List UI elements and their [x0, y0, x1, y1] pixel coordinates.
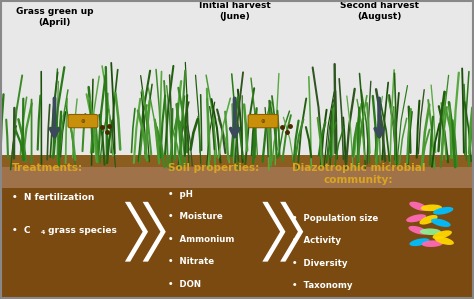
Text: •  Taxonomy: • Taxonomy — [292, 281, 352, 290]
Text: •  Moisture: • Moisture — [168, 212, 223, 221]
Text: Initial harvest
(June): Initial harvest (June) — [199, 1, 271, 21]
Text: •  Nitrate: • Nitrate — [168, 257, 214, 266]
Text: Second harvest
(August): Second harvest (August) — [340, 1, 419, 21]
Ellipse shape — [422, 240, 443, 247]
Text: •  N fertilization: • N fertilization — [12, 193, 94, 202]
Polygon shape — [280, 202, 303, 262]
Polygon shape — [262, 202, 285, 262]
Bar — [0, 155, 474, 167]
Text: •  Diversity: • Diversity — [292, 259, 347, 268]
Polygon shape — [0, 158, 474, 188]
Text: •  Activity: • Activity — [292, 236, 340, 245]
FancyBboxPatch shape — [68, 115, 98, 128]
Ellipse shape — [406, 214, 426, 222]
Ellipse shape — [434, 237, 454, 245]
Ellipse shape — [410, 238, 429, 246]
Ellipse shape — [431, 219, 451, 227]
Ellipse shape — [419, 215, 438, 225]
Ellipse shape — [409, 226, 428, 235]
Ellipse shape — [421, 205, 442, 211]
Text: •  C: • C — [12, 226, 30, 235]
Ellipse shape — [409, 202, 428, 211]
Text: Treatments:: Treatments: — [12, 163, 83, 173]
Text: •  Population size: • Population size — [292, 214, 378, 223]
Text: •  pH: • pH — [168, 190, 193, 199]
Text: Grass green up
(April): Grass green up (April) — [16, 7, 93, 27]
Bar — [0, 158, 474, 299]
Ellipse shape — [420, 228, 441, 235]
Text: •  Ammonium: • Ammonium — [168, 235, 235, 244]
Polygon shape — [125, 202, 148, 262]
Text: •  DON: • DON — [168, 280, 201, 289]
Ellipse shape — [433, 230, 452, 239]
Text: ⊕: ⊕ — [81, 119, 85, 123]
Text: Soil properties:: Soil properties: — [168, 163, 260, 173]
Ellipse shape — [433, 207, 453, 215]
Text: grass species: grass species — [45, 226, 117, 235]
Polygon shape — [143, 202, 166, 262]
FancyBboxPatch shape — [248, 115, 278, 128]
Bar — [0, 0, 474, 158]
Text: 4: 4 — [40, 230, 45, 235]
Text: ⊕: ⊕ — [261, 119, 265, 123]
Text: Diazotrophic microbial
community:: Diazotrophic microbial community: — [292, 163, 425, 184]
